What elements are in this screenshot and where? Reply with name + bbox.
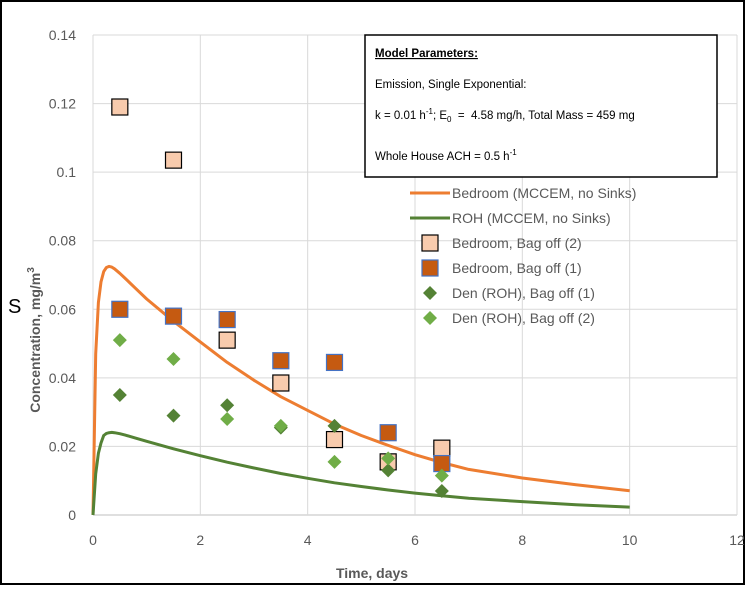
legend-swatch xyxy=(423,311,437,325)
annotation-frame xyxy=(364,34,718,178)
data-point xyxy=(273,418,288,433)
legend-label: Bedroom, Bag off (1) xyxy=(452,260,582,276)
legend-swatch xyxy=(423,286,437,300)
x-axis-title: Time, days xyxy=(336,565,408,581)
data-point xyxy=(434,468,449,483)
y-tick-label: 0.04 xyxy=(49,370,76,386)
y-axis-title-sup: 3 xyxy=(26,267,37,273)
x-tick-label: 6 xyxy=(411,532,419,548)
data-point xyxy=(166,408,181,423)
annotation-title: Model Parameters: xyxy=(375,48,478,60)
data-point xyxy=(327,418,342,433)
x-tick-label: 10 xyxy=(622,532,638,548)
data-point xyxy=(166,352,181,366)
annotation-ach: Whole House ACH = 0.5 h xyxy=(375,151,510,163)
legend-label: ROH (MCCEM, no Sinks) xyxy=(452,210,611,226)
annotation-k-sup: -1 xyxy=(426,107,434,116)
data-point xyxy=(164,151,183,169)
legend-label: Bedroom (MCCEM, no Sinks) xyxy=(452,185,636,201)
series-layer xyxy=(91,98,630,516)
stray-letter: S xyxy=(8,296,21,318)
legend-swatch xyxy=(421,234,439,252)
data-point xyxy=(379,424,397,442)
legend: Bedroom (MCCEM, no Sinks) ROH (MCCEM, no … xyxy=(410,185,636,326)
data-point xyxy=(272,352,290,370)
tick-labels: 0 0.02 0.04 0.06 0.08 0.1 0.12 0.14 0 2 4 6 8 10 12 xyxy=(49,27,745,548)
y-axis-title: Concentration, mg/m3 xyxy=(26,267,43,413)
y-tick-label: 0 xyxy=(68,507,76,523)
data-point xyxy=(433,439,451,457)
x-tick-label: 12 xyxy=(729,532,745,548)
series-line xyxy=(91,430,630,516)
legend-label: Den (ROH), Bag off (1) xyxy=(452,285,595,301)
y-tick-label: 0.08 xyxy=(49,233,76,249)
annotation-line-2: k = 0.01 h-1; E0 = 4.58 mg/h, Total Mass… xyxy=(375,107,635,124)
annotation-k: k = 0.01 h xyxy=(375,110,426,122)
data-point xyxy=(164,307,183,325)
y-tick-label: 0.14 xyxy=(49,27,76,43)
data-point xyxy=(327,454,342,469)
x-tick-label: 0 xyxy=(89,532,97,548)
y-tick-label: 0.02 xyxy=(49,438,76,454)
annotation-ach-sup: -1 xyxy=(510,148,518,157)
annotation-e: ; E xyxy=(433,110,447,122)
annotation-line-1: Emission, Single Exponential: xyxy=(375,79,527,91)
series-line xyxy=(91,264,630,516)
annotation-rest: = 4.58 mg/h, Total Mass = 459 mg xyxy=(451,110,634,122)
legend-label: Den (ROH), Bag off (2) xyxy=(452,310,595,326)
data-point xyxy=(112,388,127,402)
data-point xyxy=(325,353,344,372)
y-axis-title-main: Concentration, mg/m xyxy=(27,273,43,413)
data-point xyxy=(111,98,129,116)
data-point xyxy=(434,484,449,498)
legend-swatch xyxy=(421,259,439,277)
data-point xyxy=(220,412,235,426)
data-point xyxy=(325,430,344,449)
y-tick-label: 0.06 xyxy=(49,301,76,317)
annotation-e-sub: 0 xyxy=(447,115,452,124)
data-point xyxy=(112,333,127,348)
data-point xyxy=(218,310,236,329)
annotation-line-3: Whole House ACH = 0.5 h-1 xyxy=(375,148,517,163)
data-point xyxy=(111,300,129,318)
data-point xyxy=(220,398,235,413)
legend-label: Bedroom, Bag off (2) xyxy=(452,235,582,251)
y-tick-label: 0.12 xyxy=(49,96,76,112)
y-tick-label: 0.1 xyxy=(57,164,77,180)
x-tick-label: 4 xyxy=(304,532,312,548)
data-point xyxy=(218,331,236,349)
x-tick-label: 8 xyxy=(518,532,526,548)
data-point xyxy=(381,451,396,466)
model-parameters-box: Model Parameters: Emission, Single Expon… xyxy=(364,34,718,178)
data-point xyxy=(381,463,396,478)
data-point xyxy=(272,374,290,392)
x-tick-label: 2 xyxy=(196,532,204,548)
